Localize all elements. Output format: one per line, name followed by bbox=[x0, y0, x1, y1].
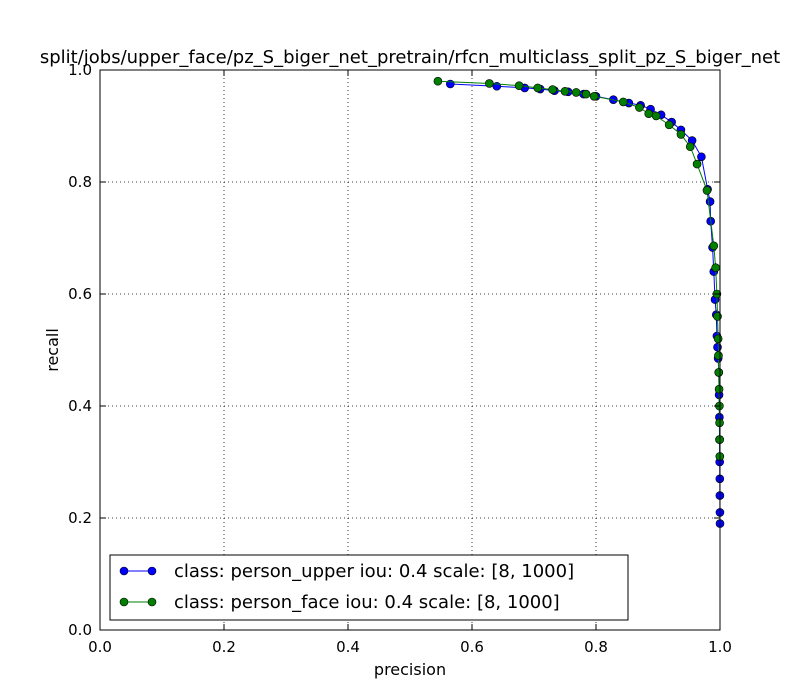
legend-box bbox=[109, 554, 629, 621]
data-point bbox=[644, 109, 654, 118]
y-tick-label: 0.0 bbox=[68, 621, 92, 639]
data-point bbox=[433, 76, 443, 86]
data-point bbox=[705, 197, 715, 206]
y-axis-label: recall bbox=[43, 328, 62, 372]
x-tick-label: 0.2 bbox=[212, 638, 236, 656]
data-point bbox=[514, 81, 524, 90]
legend-label: class: person_upper iou: 0.4 scale: [8, … bbox=[174, 561, 574, 582]
legend-label: class: person_face iou: 0.4 scale: [8, 1… bbox=[174, 592, 560, 613]
x-tick-label: 1.0 bbox=[708, 638, 732, 656]
data-point bbox=[618, 97, 628, 107]
y-tick-label: 0.6 bbox=[68, 285, 92, 303]
data-point bbox=[714, 384, 724, 394]
y-tick-label: 0.4 bbox=[68, 397, 92, 415]
y-tick-label: 0.2 bbox=[68, 509, 92, 527]
data-point bbox=[581, 89, 591, 99]
x-tick-label: 0.8 bbox=[584, 638, 608, 656]
plot-area bbox=[100, 70, 720, 630]
data-point bbox=[664, 120, 674, 130]
legend-marker bbox=[119, 597, 129, 607]
x-tick-label: 0.0 bbox=[88, 638, 112, 656]
x-tick-label: 0.6 bbox=[460, 638, 484, 656]
data-point bbox=[711, 263, 720, 272]
y-tick-label: 1.0 bbox=[68, 61, 92, 79]
legend-marker bbox=[147, 566, 157, 576]
data-point bbox=[714, 351, 723, 360]
data-point bbox=[571, 88, 581, 97]
x-axis-label: precision bbox=[374, 660, 446, 679]
ticks: 0.0 0.2 0.4 0.6 0.8 1.0 0.0 0.2 0.4 0.6 0.8 1.0 bbox=[68, 61, 732, 656]
data-point bbox=[713, 334, 723, 344]
data-point bbox=[685, 142, 695, 152]
plot-frame bbox=[99, 69, 721, 631]
data-point bbox=[692, 159, 702, 169]
data-point bbox=[709, 241, 719, 251]
legend-marker bbox=[147, 597, 157, 607]
data-point bbox=[560, 86, 570, 96]
data-point bbox=[589, 92, 599, 101]
x-tick-label: 0.4 bbox=[336, 638, 360, 656]
legend: class: person_upper iou: 0.4 scale: [8, … bbox=[109, 554, 629, 621]
data-point bbox=[533, 83, 543, 93]
data-point bbox=[676, 130, 686, 139]
chart-title: split/jobs/upper_face/pz_S_biger_net_pre… bbox=[40, 47, 780, 68]
data-point bbox=[702, 186, 712, 195]
y-tick-label: 0.8 bbox=[68, 173, 92, 191]
data-point bbox=[635, 103, 644, 112]
data-point bbox=[714, 368, 724, 377]
series-2 bbox=[433, 76, 725, 461]
series-layer bbox=[433, 76, 725, 528]
data-point bbox=[697, 152, 706, 162]
data-point bbox=[548, 85, 557, 94]
data-point bbox=[651, 111, 661, 121]
legend-marker bbox=[119, 566, 129, 576]
data-point bbox=[485, 79, 494, 88]
grid bbox=[100, 70, 720, 630]
